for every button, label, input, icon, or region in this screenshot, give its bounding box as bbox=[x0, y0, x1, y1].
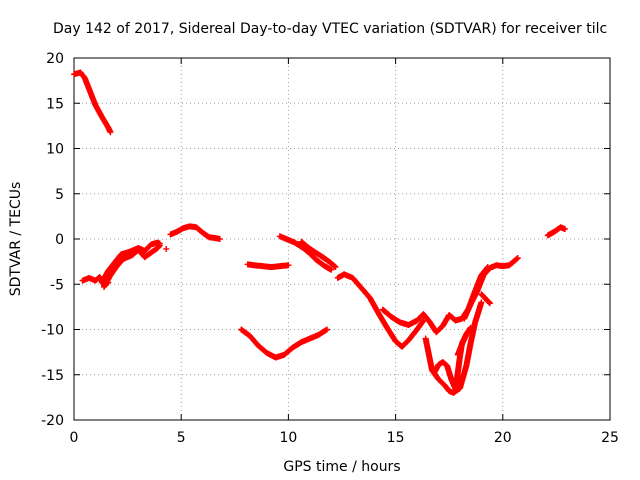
y-tick-label: -15 bbox=[41, 368, 64, 384]
series-15-markers bbox=[454, 324, 474, 358]
series-1-markers bbox=[71, 69, 114, 136]
series-10 bbox=[298, 238, 339, 271]
series-18-markers bbox=[544, 224, 568, 239]
y-tick-label: 5 bbox=[55, 187, 64, 203]
series-7 bbox=[244, 261, 292, 271]
chart-title: Day 142 of 2017, Sidereal Day-to-day VTE… bbox=[53, 21, 607, 37]
y-tick-label: 10 bbox=[46, 142, 64, 158]
y-axis-label: SDTVAR / TECUs bbox=[8, 182, 24, 297]
plot-frame bbox=[73, 57, 611, 421]
x-tick-label: 5 bbox=[177, 430, 186, 446]
y-tick-label: -10 bbox=[41, 323, 64, 339]
series-10-markers bbox=[298, 238, 339, 271]
series-8-markers bbox=[238, 326, 330, 361]
series-16 bbox=[461, 255, 521, 322]
data-points bbox=[71, 69, 568, 396]
series-7-markers bbox=[244, 261, 292, 271]
series-6-markers bbox=[167, 223, 223, 242]
y-tick-labels: -20 -15 -10 -5 0 5 10 15 20 bbox=[41, 51, 64, 429]
x-axis-label: GPS time / hours bbox=[283, 459, 400, 475]
series-5-markers bbox=[163, 245, 170, 252]
series-6 bbox=[167, 223, 223, 242]
series-9-markers bbox=[276, 233, 335, 273]
series-18 bbox=[544, 224, 568, 239]
series-17-markers bbox=[478, 291, 493, 307]
y-tick-label: 15 bbox=[46, 96, 64, 112]
series-11-markers bbox=[334, 271, 427, 350]
series-17 bbox=[478, 291, 493, 307]
series-11 bbox=[334, 271, 427, 350]
x-tick-label: 0 bbox=[70, 430, 79, 446]
series-9 bbox=[276, 233, 335, 273]
x-tick-label: 20 bbox=[494, 430, 512, 446]
y-tick-label: 0 bbox=[55, 232, 64, 248]
series-4 bbox=[101, 242, 163, 290]
y-tick-label: -20 bbox=[41, 413, 64, 429]
grid bbox=[74, 58, 610, 420]
series-16-markers bbox=[461, 255, 521, 322]
series-4-markers bbox=[101, 242, 163, 290]
series-8 bbox=[238, 326, 330, 361]
series-15 bbox=[454, 324, 474, 358]
series-1 bbox=[71, 69, 114, 136]
x-tick-labels: 0 5 10 15 20 25 bbox=[70, 430, 619, 446]
x-tick-label: 10 bbox=[279, 430, 297, 446]
series-5 bbox=[163, 245, 170, 252]
y-tick-label: 20 bbox=[46, 51, 64, 67]
x-tick-label: 25 bbox=[601, 430, 619, 446]
x-tick-label: 15 bbox=[387, 430, 405, 446]
y-tick-label: -5 bbox=[50, 277, 64, 293]
